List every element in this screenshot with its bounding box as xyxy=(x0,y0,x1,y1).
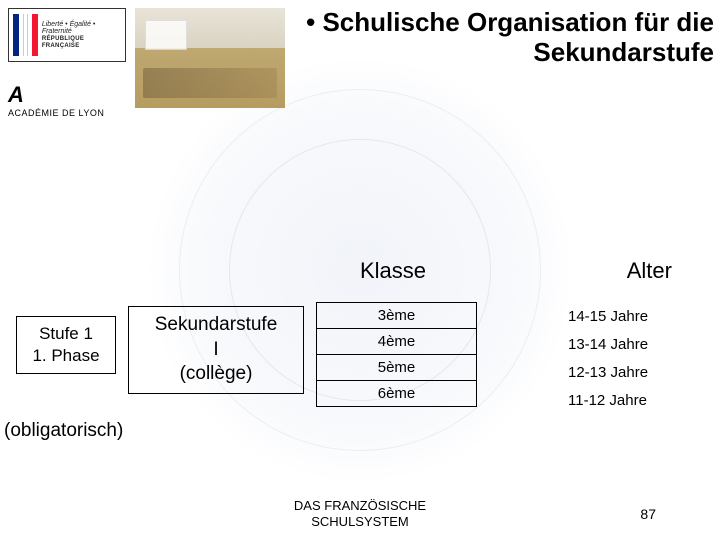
logo-academie: A ACADÉMIE DE LYON xyxy=(8,82,126,118)
logo-republique-francaise: Liberté • Égalité • Fraternité RÉPUBLIQU… xyxy=(8,8,126,62)
klasse-table: 3ème 4ème 5ème 6ème xyxy=(316,302,477,407)
obligatorisch-label: (obligatorisch) xyxy=(4,420,123,442)
alter-column: 14-15 Jahre 13-14 Jahre 12-13 Jahre 11-1… xyxy=(568,302,648,414)
klasse-cell: 5ème xyxy=(317,355,477,381)
table-row: 3ème xyxy=(317,303,477,329)
slide-title: • Schulische Organisation für die Sekund… xyxy=(294,8,714,68)
alter-row: 14-15 Jahre xyxy=(568,302,648,330)
alter-row: 11-12 Jahre xyxy=(568,386,648,414)
stufe-line2: 1. Phase xyxy=(21,345,111,367)
rf-motto: Liberté • Égalité • Fraternité xyxy=(42,21,121,36)
stufe-block: Stufe 1 1. Phase xyxy=(16,316,116,374)
page-number: 87 xyxy=(640,506,656,522)
header-klasse: Klasse xyxy=(360,258,426,284)
rf-name: RÉPUBLIQUE FRANÇAISE xyxy=(42,36,121,49)
klasse-cell: 3ème xyxy=(317,303,477,329)
table-row: 6ème xyxy=(317,381,477,407)
table-row: 4ème xyxy=(317,329,477,355)
alter-row: 13-14 Jahre xyxy=(568,330,648,358)
classroom-photo xyxy=(135,8,285,108)
academie-mark: A xyxy=(8,82,126,108)
table-row: 5ème xyxy=(317,355,477,381)
flag-red xyxy=(32,14,38,56)
stufe-line1: Stufe 1 xyxy=(21,323,111,345)
klasse-cell: 4ème xyxy=(317,329,477,355)
logo-block: Liberté • Égalité • Fraternité RÉPUBLIQU… xyxy=(8,8,128,118)
alter-row: 12-13 Jahre xyxy=(568,358,648,386)
sekundarstufe-box: Sekundarstufe I (collège) xyxy=(128,306,304,394)
klasse-cell: 6ème xyxy=(317,381,477,407)
header-alter: Alter xyxy=(627,258,672,284)
sek-line3: (collège) xyxy=(133,362,299,387)
sek-line1: Sekundarstufe xyxy=(133,313,299,338)
flag-blue xyxy=(13,14,19,56)
footer-line2: SCHULSYSTEM xyxy=(294,514,426,530)
academie-name: ACADÉMIE DE LYON xyxy=(8,108,126,118)
footer-title: DAS FRANZÖSISCHE SCHULSYSTEM xyxy=(294,498,426,531)
rf-text: Liberté • Égalité • Fraternité RÉPUBLIQU… xyxy=(42,21,121,50)
stufe-box: Stufe 1 1. Phase xyxy=(16,316,116,374)
footer-line1: DAS FRANZÖSISCHE xyxy=(294,498,426,514)
sek-line2: I xyxy=(133,338,299,363)
flag-white xyxy=(23,14,29,56)
